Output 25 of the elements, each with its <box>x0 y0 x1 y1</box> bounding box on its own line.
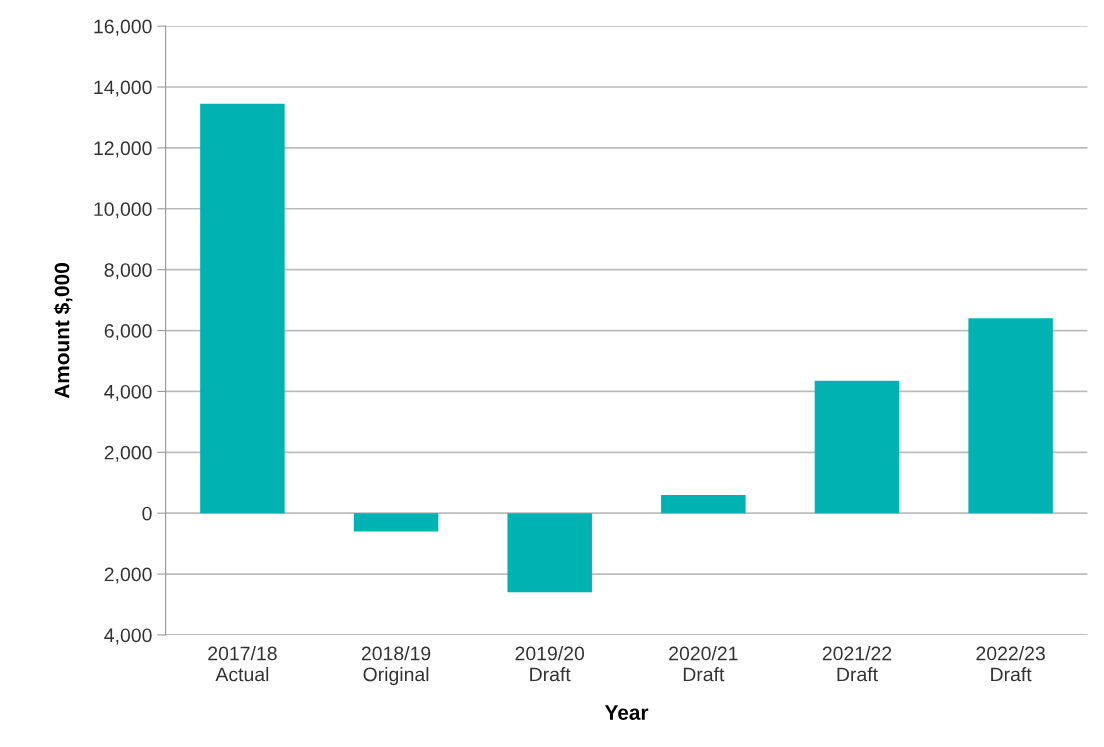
x-tick-label: 2019/20 Draft <box>515 646 585 682</box>
y-tick-label: 2,000 <box>104 445 152 462</box>
y-axis-title: Amount $,000 <box>53 263 73 399</box>
bar <box>968 318 1053 514</box>
y-tick-label: 2,000 <box>104 567 152 584</box>
x-tick-label: 2021/22 Draft <box>822 646 892 682</box>
bar <box>353 513 439 532</box>
y-tick-label: 0 <box>142 506 152 521</box>
bar <box>200 103 285 514</box>
x-tick-label: 2020/21 Draft <box>669 646 738 682</box>
bar <box>814 380 900 514</box>
y-tick-label: 4,000 <box>104 628 152 645</box>
y-tick-label: 4,000 <box>104 384 152 401</box>
y-tick-label: 14,000 <box>94 80 152 97</box>
bar <box>507 513 592 593</box>
y-tick-label: 10,000 <box>94 202 152 219</box>
x-tick-label: 2022/23 Draft <box>976 646 1045 682</box>
y-tick-label: 6,000 <box>104 324 152 341</box>
x-tick-label: 2018/19 Original <box>361 646 431 686</box>
bar <box>661 494 746 514</box>
x-axis-title: Year <box>604 705 649 720</box>
x-tick-label: 2017/18 Actual <box>208 646 277 682</box>
y-tick-label: 16,000 <box>94 19 152 36</box>
y-tick-label: 12,000 <box>94 141 152 158</box>
y-tick-label: 8,000 <box>104 263 152 280</box>
